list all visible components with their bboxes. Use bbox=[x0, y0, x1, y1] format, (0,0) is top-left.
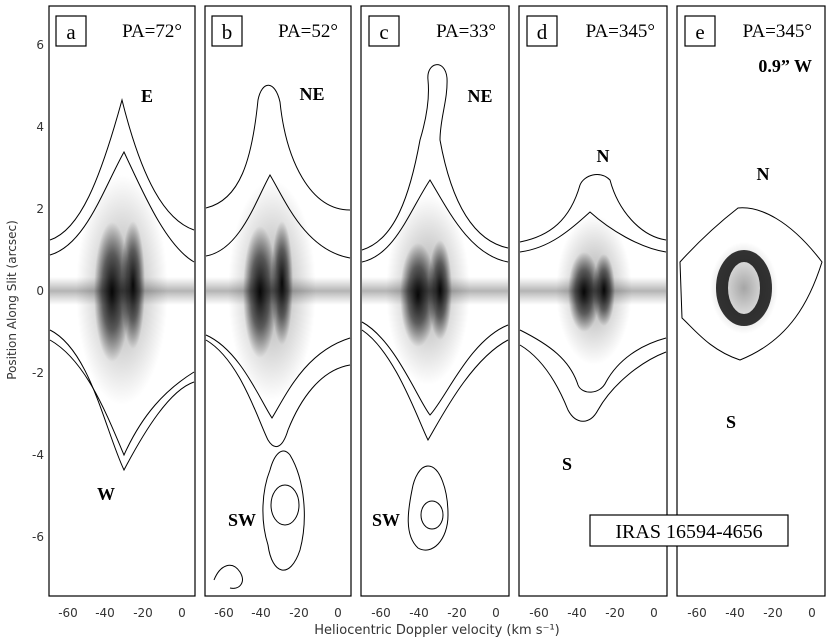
contour-inner-top bbox=[361, 179, 509, 263]
x-tick-label: -40 bbox=[95, 606, 115, 620]
contour-outer-bottom bbox=[519, 344, 667, 422]
x-tick-label: -40 bbox=[251, 606, 271, 620]
panel-c: c PA=33° NE SW bbox=[360, 5, 510, 597]
x-tick-label: -20 bbox=[763, 606, 783, 620]
panel-offset-label: 0.9” W bbox=[758, 56, 812, 76]
contour-outer bbox=[679, 207, 823, 361]
x-tick-label: -20 bbox=[605, 606, 625, 620]
direction-label-top: NE bbox=[467, 86, 492, 106]
contour-inner-top bbox=[49, 150, 195, 263]
contour-inner-bottom bbox=[519, 329, 667, 393]
panel-letter: a bbox=[66, 20, 76, 44]
x-tick-label: 0 bbox=[650, 606, 658, 620]
x-tick-label: -60 bbox=[687, 606, 707, 620]
contour-outer-top bbox=[519, 174, 667, 243]
contour-outer-top bbox=[205, 84, 351, 211]
y-tick-label: -2 bbox=[32, 366, 44, 380]
contour-outer-top bbox=[49, 98, 195, 241]
panel-letter: d bbox=[537, 20, 548, 44]
y-tick-label: 6 bbox=[36, 38, 44, 52]
panel-b: b PA=52° NE SW bbox=[204, 5, 352, 597]
emission-core bbox=[271, 221, 293, 345]
x-axis: -60 -40 -20 0 -60 -40 -20 0 -60 -40 -20 … bbox=[58, 606, 816, 638]
position-angle: PA=52° bbox=[278, 21, 338, 42]
panel-letter-box bbox=[684, 15, 716, 47]
x-tick-label: -60 bbox=[58, 606, 78, 620]
object-label-box bbox=[589, 514, 789, 547]
emission-core bbox=[94, 222, 130, 362]
x-axis-label: Heliocentric Doppler velocity (km s⁻¹) bbox=[314, 623, 559, 638]
x-tick-label: 0 bbox=[178, 606, 186, 620]
y-axis-label: Position Along Slit (arcsec) bbox=[5, 220, 19, 379]
x-tick-label: 0 bbox=[808, 606, 816, 620]
x-tick-label: -60 bbox=[214, 606, 234, 620]
x-tick-label: 0 bbox=[334, 606, 342, 620]
position-angle: PA=33° bbox=[436, 21, 496, 42]
emission-core bbox=[568, 252, 600, 332]
knot-contour-inner bbox=[270, 484, 300, 526]
object-label: IRAS 16594-4656 bbox=[615, 521, 762, 543]
position-angle: PA=72° bbox=[122, 21, 182, 42]
direction-label-bottom: S bbox=[562, 454, 572, 474]
contour-outer-bottom bbox=[205, 339, 351, 448]
y-tick-label: -4 bbox=[32, 448, 44, 462]
x-tick-label: -60 bbox=[529, 606, 549, 620]
direction-label-top: N bbox=[757, 164, 770, 184]
x-tick-label: -40 bbox=[409, 606, 429, 620]
panel-letter-box bbox=[55, 15, 87, 47]
y-tick-label: 2 bbox=[36, 202, 44, 216]
direction-label-bottom: SW bbox=[228, 510, 256, 530]
knot-contour-outer bbox=[407, 465, 449, 551]
contour-fragment bbox=[213, 564, 243, 589]
panel-letter: e bbox=[695, 20, 704, 44]
position-angle: PA=345° bbox=[586, 21, 655, 42]
emission-core bbox=[400, 243, 436, 347]
knot-contour-inner bbox=[420, 500, 444, 530]
panel-a: a PA=72° E W bbox=[48, 5, 196, 597]
panel-d: d PA=345° N S bbox=[518, 5, 668, 597]
position-angle: PA=345° bbox=[743, 21, 812, 42]
emission-core bbox=[428, 240, 452, 340]
x-tick-label: -20 bbox=[447, 606, 467, 620]
knot-contour-outer bbox=[262, 450, 305, 571]
direction-label-bottom: W bbox=[97, 484, 115, 504]
contour-outer-bottom bbox=[49, 329, 195, 472]
direction-label-top: N bbox=[597, 146, 610, 166]
y-tick-label: -6 bbox=[32, 530, 44, 544]
x-tick-label: 0 bbox=[492, 606, 500, 620]
x-tick-label: -60 bbox=[371, 606, 391, 620]
panel-letter: b bbox=[222, 20, 233, 44]
emission-core bbox=[593, 254, 615, 326]
y-tick-label: 0 bbox=[36, 284, 44, 298]
emission-core bbox=[243, 226, 277, 358]
contour-inner-bottom bbox=[49, 339, 195, 457]
contour-outer-bottom bbox=[361, 329, 509, 442]
emission-ring bbox=[716, 250, 772, 326]
panel-letter-box bbox=[368, 15, 400, 47]
panel-letter-box bbox=[526, 15, 558, 47]
x-tick-label: -20 bbox=[133, 606, 153, 620]
panel-letter: c bbox=[379, 20, 388, 44]
y-tick-label: 4 bbox=[36, 120, 44, 134]
panel-e: e PA=345° 0.9” W N S bbox=[676, 5, 826, 597]
direction-label-top: E bbox=[141, 86, 153, 106]
y-axis: 6 4 2 0 -2 -4 -6 Position Along Slit (ar… bbox=[5, 38, 44, 544]
direction-label-bottom: S bbox=[726, 412, 736, 432]
contour-inner-bottom bbox=[361, 321, 509, 416]
contour-inner-bottom bbox=[205, 334, 351, 419]
direction-label-bottom: SW bbox=[372, 510, 400, 530]
contour-outer-top bbox=[361, 64, 509, 251]
x-tick-label: -40 bbox=[725, 606, 745, 620]
panel-letter-box bbox=[211, 15, 243, 47]
contour-inner-top bbox=[519, 211, 667, 253]
x-tick-label: -40 bbox=[567, 606, 587, 620]
emission-core bbox=[121, 221, 145, 349]
contour-inner-top bbox=[205, 174, 351, 259]
direction-label-top: NE bbox=[299, 84, 324, 104]
x-tick-label: -20 bbox=[289, 606, 309, 620]
